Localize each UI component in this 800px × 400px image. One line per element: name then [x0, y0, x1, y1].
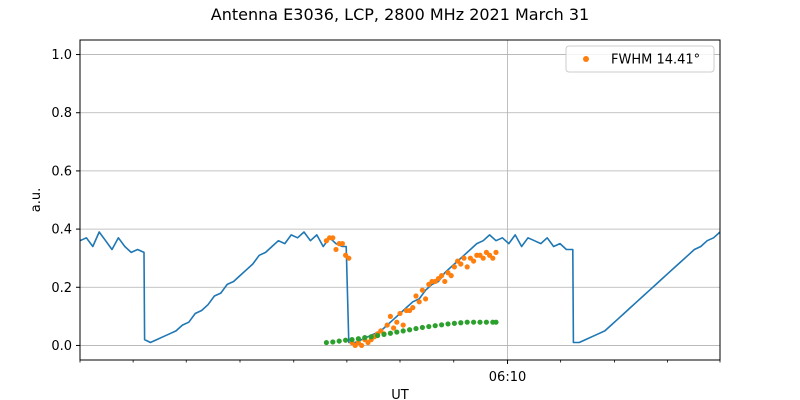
series-1-point-27 — [410, 305, 416, 311]
series-1-point-31 — [423, 296, 429, 302]
grid — [80, 40, 720, 360]
series-2-point-13 — [407, 327, 413, 333]
series-2-point-7 — [368, 334, 374, 340]
series-2-point-8 — [375, 332, 381, 339]
series-layer — [79, 231, 721, 349]
series-1-point-24 — [400, 322, 406, 328]
series-1-point-30 — [419, 287, 425, 293]
y-tick-label-4: 0.8 — [51, 106, 72, 121]
series-1-point-28 — [413, 293, 419, 299]
series-1-point-40 — [451, 264, 457, 270]
series-1-point-37 — [442, 278, 448, 285]
series-1-point-39 — [448, 273, 454, 279]
legend-box — [565, 45, 715, 73]
y-tick-label-0: 0.0 — [51, 339, 72, 354]
series-2-point-3 — [343, 337, 349, 343]
series-1-point-11 — [359, 342, 365, 349]
x-axis-label: UT — [391, 388, 409, 400]
series-2-point-2 — [336, 338, 342, 344]
chart-title: Antenna E3036, LCP, 2800 MHz 2021 March … — [211, 5, 589, 24]
series-2-point-24 — [477, 319, 483, 325]
series-2-point-20 — [451, 320, 457, 326]
series-1-point-49 — [480, 255, 486, 261]
series-1-point-43 — [461, 255, 467, 261]
series-2-point-11 — [394, 329, 400, 335]
series-1-point-3 — [333, 246, 339, 253]
series-1-point-2 — [330, 235, 336, 241]
series-1-point-53 — [493, 249, 499, 255]
series-1-point-20 — [387, 313, 393, 319]
series-2-point-17 — [432, 323, 438, 329]
series-2-point-18 — [439, 322, 445, 328]
series-1-point-19 — [384, 322, 390, 328]
y-axis-label: a.u. — [29, 188, 44, 212]
series-2-point-14 — [413, 325, 419, 332]
y-tick-label-2: 0.4 — [51, 223, 72, 238]
series-1-point-7 — [346, 255, 352, 261]
series-1-point-52 — [490, 255, 496, 261]
series-2-point-12 — [400, 328, 406, 334]
y-tick-label-5: 1.0 — [51, 48, 72, 63]
legend[interactable]: FWHM 14.41° — [565, 45, 715, 73]
series-2-point-6 — [362, 335, 368, 341]
series-1-point-36 — [439, 273, 445, 279]
series-2-point-10 — [387, 330, 393, 336]
series-1-point-29 — [416, 299, 422, 305]
legend-marker-fwhm — [583, 56, 589, 62]
series-line-0 — [79, 231, 721, 344]
series-2-point-23 — [471, 319, 477, 325]
series-2-point-5 — [355, 336, 361, 342]
series-2-point-9 — [381, 331, 387, 337]
y-tick-label-1: 0.2 — [51, 281, 72, 296]
series-1-point-5 — [339, 241, 345, 247]
series-2-point-19 — [445, 321, 451, 327]
series-1-point-42 — [458, 261, 464, 267]
series-2-point-27 — [493, 319, 499, 325]
series-2-point-22 — [464, 319, 470, 325]
series-1-point-44 — [464, 264, 470, 270]
y-axis: 0.0 0.2 0.4 0.6 0.8 1.0 — [51, 48, 80, 354]
y-tick-label-3: 0.6 — [51, 164, 72, 179]
series-2-point-1 — [330, 339, 336, 345]
series-1-point-22 — [394, 319, 400, 325]
series-2-point-21 — [458, 320, 464, 326]
series-2-point-15 — [419, 324, 425, 331]
series-2-point-4 — [349, 337, 355, 343]
series-2-point-25 — [483, 319, 489, 325]
series-2-point-0 — [323, 339, 329, 346]
legend-label-fwhm: FWHM 14.41° — [611, 53, 700, 68]
x-tick-label-0: 06:10 — [489, 370, 526, 385]
series-2-point-16 — [426, 323, 432, 330]
x-axis: 06:10 — [79, 360, 721, 385]
series-1-point-23 — [397, 310, 403, 317]
series-1-point-21 — [391, 325, 397, 331]
series-1-point-46 — [471, 258, 477, 264]
